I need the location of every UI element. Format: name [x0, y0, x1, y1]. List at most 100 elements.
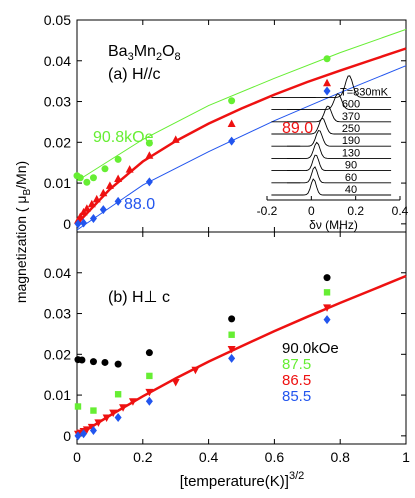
inset-spectrum-1: [271, 93, 392, 111]
inset-x-tick-label: -0.2: [257, 204, 278, 218]
inset-spectrum-4: [271, 129, 392, 147]
data-point-b-1-2: [114, 391, 122, 398]
data-point-a-2-2: [89, 214, 97, 224]
inset-temp-label-1: 600: [342, 99, 360, 111]
data-point-a-1-1: [76, 212, 85, 220]
data-point-a-1-13: [323, 78, 332, 87]
y-tick-label: 0.01: [44, 175, 71, 191]
data-point-a-1-7: [105, 181, 114, 189]
data-point-b-2-5: [94, 419, 103, 427]
inset-temp-label-2: 370: [342, 111, 360, 123]
panel-b-label: (b) H⊥ c: [108, 289, 170, 306]
y-tick-label: 0.03: [44, 306, 71, 322]
data-point-b-0-2: [89, 358, 97, 366]
y-tick-label: 0.03: [44, 94, 71, 110]
series-label-89-0: 89.0: [282, 120, 313, 137]
data-point-a-1-8: [114, 174, 123, 182]
data-point-a-0-6: [145, 139, 153, 147]
data-point-b-2-14: [323, 304, 332, 312]
data-point-a-2-4: [114, 196, 122, 206]
fit-curve-a-0: [76, 28, 407, 182]
x-tick-label: 0.4: [199, 449, 219, 465]
y-axis-label: magnetization ( μB/Mn): [13, 161, 33, 303]
inset-x-label: δν (MHz): [309, 218, 358, 232]
data-point-b-2-8: [119, 404, 128, 412]
inset-temp-label-4: 190: [342, 135, 360, 147]
data-point-b-2-12: [191, 366, 200, 375]
series-label-85-5: 85.5: [282, 388, 311, 405]
data-point-b-3-1: [80, 429, 88, 439]
data-point-a-0-7: [228, 97, 236, 105]
data-point-b-1-4: [228, 331, 235, 338]
data-point-b-2-7: [109, 409, 118, 418]
y-tick-label: 0.02: [44, 134, 71, 150]
y-tick-label: 0: [63, 216, 71, 232]
data-point-a-2-3: [99, 205, 107, 215]
data-point-b-2-10: [145, 388, 154, 397]
data-point-b-3-2: [89, 426, 97, 436]
data-point-b-3-0: [74, 431, 82, 441]
inset-spectrum-5: [271, 141, 392, 159]
data-point-a-1-5: [92, 194, 101, 203]
y-tick-label: 0.02: [44, 346, 71, 362]
x-axis-label: [temperature(K)]3/2: [180, 470, 305, 490]
data-point-a-2-6: [228, 136, 236, 146]
data-point-b-3-5: [228, 353, 236, 363]
panel-b-frame: [76, 231, 407, 445]
data-point-a-1-10: [145, 151, 154, 159]
inset-temp-label-5: 130: [342, 147, 360, 159]
data-point-a-1-9: [125, 165, 134, 173]
fit-curve-a-2: [76, 65, 407, 231]
data-point-b-1-5: [323, 289, 331, 296]
inset-spectrum-2: [271, 105, 392, 123]
data-point-b-0-1: [78, 356, 86, 364]
inset-x-tick-label: 0: [308, 204, 315, 218]
data-point-b-3-6: [323, 315, 331, 325]
data-point-b-1-0: [74, 403, 82, 410]
data-point-b-2-4: [87, 423, 96, 432]
y-tick-label: 0.05: [44, 12, 71, 28]
inset-spectrum-8: [271, 178, 392, 196]
inset-temp-label-0: T=830mK: [340, 86, 389, 98]
series-label-90-8: 90.8kOe: [93, 129, 154, 146]
data-point-b-0-6: [228, 315, 236, 323]
data-point-b-0-3: [101, 358, 109, 366]
inset-x-tick-label: 0.4: [392, 204, 409, 218]
data-point-a-1-11: [171, 135, 180, 143]
data-point-a-1-4: [87, 199, 96, 208]
x-tick-label: 0.6: [265, 449, 285, 465]
panel-a-label: (a) H//c: [108, 66, 160, 83]
series-label-87-5: 87.5: [282, 356, 311, 373]
inset-temp-label-7: 60: [345, 172, 357, 184]
inset-temp-label-8: 40: [345, 184, 357, 196]
data-point-b-2-11: [171, 379, 180, 387]
inset-spectrum-7: [271, 166, 392, 184]
panel-b: 0 0.01 0.02 0.03 0.04 0 0.2 0.4 0.6 0.8 1: [44, 232, 410, 465]
data-point-b-1-3: [146, 372, 153, 380]
data-point-a-2-0: [74, 219, 82, 229]
data-point-a-1-6: [99, 188, 108, 197]
series-label-88-0: 88.0: [124, 196, 155, 213]
data-point-a-0-5: [114, 155, 122, 163]
compound-formula: Ba3Mn2O8: [108, 43, 181, 63]
data-point-b-1-1: [90, 407, 97, 414]
data-point-b-2-3: [82, 426, 91, 434]
data-point-a-0-1: [76, 174, 84, 182]
data-point-a-0-8: [323, 55, 331, 63]
y-tick-label: 0.04: [44, 265, 71, 281]
data-point-a-2-7: [323, 86, 331, 96]
inset-spectra: -0.2 0 0.2 0.4 δν (MHz) T=830mK60037025019013…: [257, 75, 409, 232]
x-tick-label: 0.2: [133, 449, 153, 465]
x-tick-label: 0.8: [330, 449, 350, 465]
data-point-b-0-4: [114, 360, 122, 368]
y-tick-label: 0.04: [44, 53, 71, 69]
data-point-a-0-4: [101, 165, 109, 173]
series-label-90-0: 90.0kOe: [282, 340, 339, 357]
y-tick-label: 0.01: [44, 387, 71, 403]
data-point-b-3-3: [114, 413, 122, 422]
inset-spectrum-0: [271, 75, 392, 98]
data-point-a-0-3: [89, 174, 97, 182]
data-point-a-0-2: [83, 178, 91, 186]
inset-spectrum-6: [271, 154, 392, 172]
